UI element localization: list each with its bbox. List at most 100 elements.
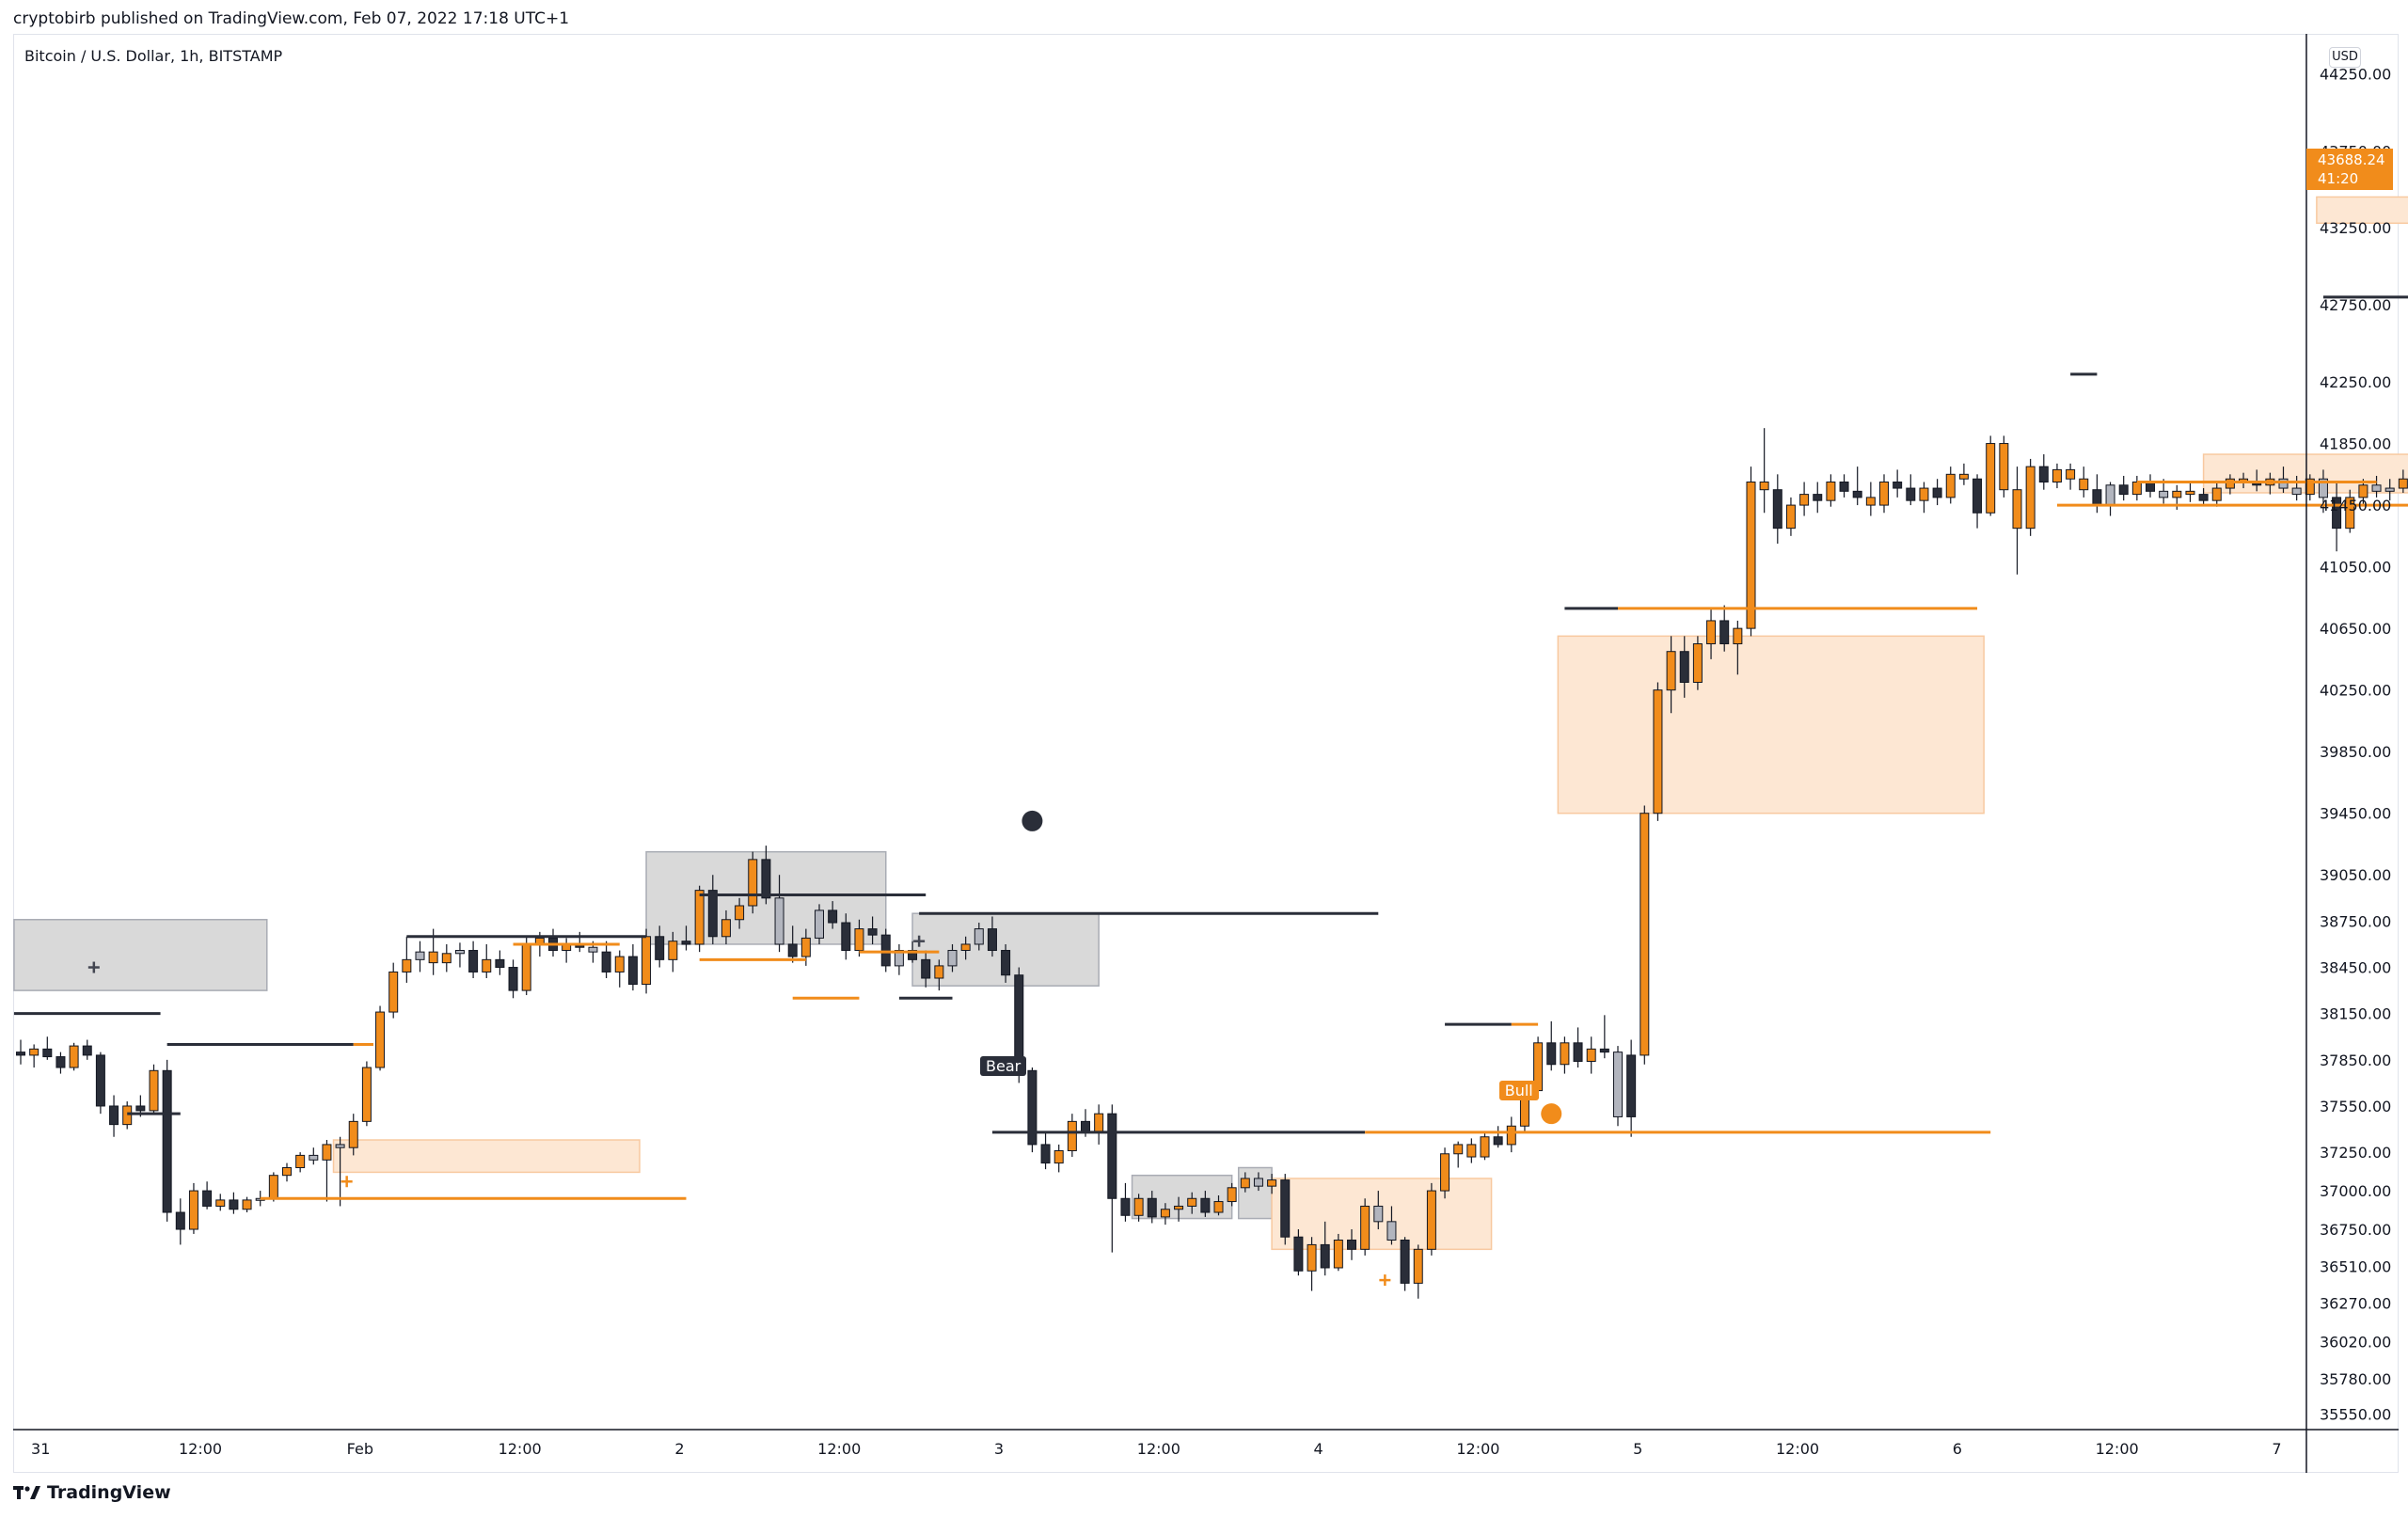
candle-body [495, 958, 505, 969]
candle-body [1160, 1209, 1170, 1218]
candle-body [1453, 1144, 1464, 1155]
candle-body [974, 928, 984, 945]
candle-body [42, 1048, 53, 1058]
candle-body [282, 1167, 292, 1177]
candle-body [1626, 1054, 1637, 1117]
candle-body [1293, 1236, 1304, 1272]
candle-body [681, 941, 691, 945]
x-tick-label: 5 [1633, 1440, 1642, 1458]
candle-body [215, 1199, 226, 1207]
candle-body [761, 859, 771, 899]
orange-zone [1557, 635, 1985, 814]
x-tick-label: 12:00 [1776, 1440, 1819, 1458]
x-tick-label: 12:00 [817, 1440, 861, 1458]
cross-marker-icon [87, 961, 100, 973]
levels-layer [13, 295, 2408, 1200]
y-tick-label: 42250.00 [2320, 373, 2391, 391]
candle-body [1400, 1240, 1410, 1284]
candle-body [1213, 1201, 1224, 1213]
candle-body [1081, 1120, 1090, 1133]
candle-body [1879, 482, 1889, 506]
gray-zone [1237, 1166, 1273, 1220]
candle-body [162, 1069, 172, 1213]
candle-body [1852, 490, 1862, 498]
candle-body [1813, 494, 1823, 501]
candle-body [627, 956, 638, 986]
candle-body [95, 1054, 105, 1107]
last-price-value: 43688.24 [2318, 151, 2385, 169]
y-tick-label: 39450.00 [2320, 805, 2391, 823]
tradingview-logo[interactable]: TradingView [13, 1482, 171, 1503]
candle-body [2198, 494, 2209, 501]
candle-body [388, 971, 399, 1013]
x-tick-label: 12:00 [1456, 1440, 1499, 1458]
candle-body [2291, 487, 2302, 496]
candle-body [1945, 473, 1956, 498]
candle-body [2332, 497, 2342, 530]
candle-body [721, 919, 731, 938]
candle-body [1893, 482, 1903, 489]
bar-countdown: 41:20 [2318, 170, 2359, 188]
candle-body [29, 1048, 40, 1056]
candle-body [2371, 484, 2382, 492]
candle-body [1759, 482, 1769, 491]
candle-body [1147, 1197, 1157, 1218]
candle-body [1865, 497, 1876, 506]
currency-unit-button[interactable]: USD [2329, 47, 2361, 68]
candle-body [1480, 1136, 1490, 1158]
candle-body [1320, 1243, 1330, 1269]
x-tick-label: 31 [31, 1440, 50, 1458]
candle-body [188, 1190, 198, 1230]
candle-body [1107, 1113, 1117, 1199]
candle-body [441, 953, 452, 964]
candle-body [1772, 489, 1782, 530]
candle-body [149, 1069, 159, 1112]
orange-zone [2316, 196, 2408, 225]
candle-body [1413, 1248, 1423, 1284]
candle-body [1599, 1048, 1609, 1053]
candle-body [2092, 489, 2102, 506]
y-tick-label: 40650.00 [2320, 620, 2391, 638]
x-tick-label: 3 [994, 1440, 1004, 1458]
candle-body [668, 941, 678, 960]
candle-body [1653, 689, 1663, 814]
candle-body [135, 1105, 146, 1112]
candle-body [242, 1199, 252, 1210]
candle-body [2131, 482, 2142, 496]
x-tick-label: 12:00 [499, 1440, 542, 1458]
candle-body [454, 950, 465, 955]
candle-body [828, 909, 838, 924]
candle-body [1733, 627, 1743, 645]
candle-body [867, 928, 878, 936]
candle-body [402, 958, 412, 972]
candle-body [521, 943, 531, 991]
candles-layer [16, 428, 2408, 1299]
zones-layer [13, 196, 2408, 1251]
candle-body [934, 965, 944, 979]
y-tick-label: 38450.00 [2320, 959, 2391, 977]
candle-body [1386, 1221, 1397, 1241]
candle-body [415, 951, 425, 960]
x-tick-label: 12:00 [2096, 1440, 2139, 1458]
y-tick-label: 36750.00 [2320, 1221, 2391, 1239]
candle-body [921, 958, 931, 979]
candle-body [1692, 643, 1703, 683]
candle-body [1280, 1179, 1291, 1238]
candle-body [1466, 1144, 1477, 1158]
y-tick-label: 41850.00 [2320, 435, 2391, 453]
candle-body [1054, 1149, 1064, 1164]
candle-body [1094, 1113, 1104, 1133]
y-tick-label: 38750.00 [2320, 912, 2391, 930]
y-tick-label: 37850.00 [2320, 1052, 2391, 1069]
candle-body [482, 958, 492, 972]
candle-body [16, 1052, 25, 1056]
candle-body [1506, 1125, 1516, 1146]
candle-body [707, 890, 718, 938]
y-tick-label: 36510.00 [2320, 1257, 2391, 1275]
candle-body [2025, 466, 2036, 530]
candle-body [2012, 489, 2022, 530]
candle-body [1174, 1205, 1184, 1210]
y-tick-label: 35780.00 [2320, 1370, 2391, 1388]
y-tick-label: 39850.00 [2320, 743, 2391, 761]
